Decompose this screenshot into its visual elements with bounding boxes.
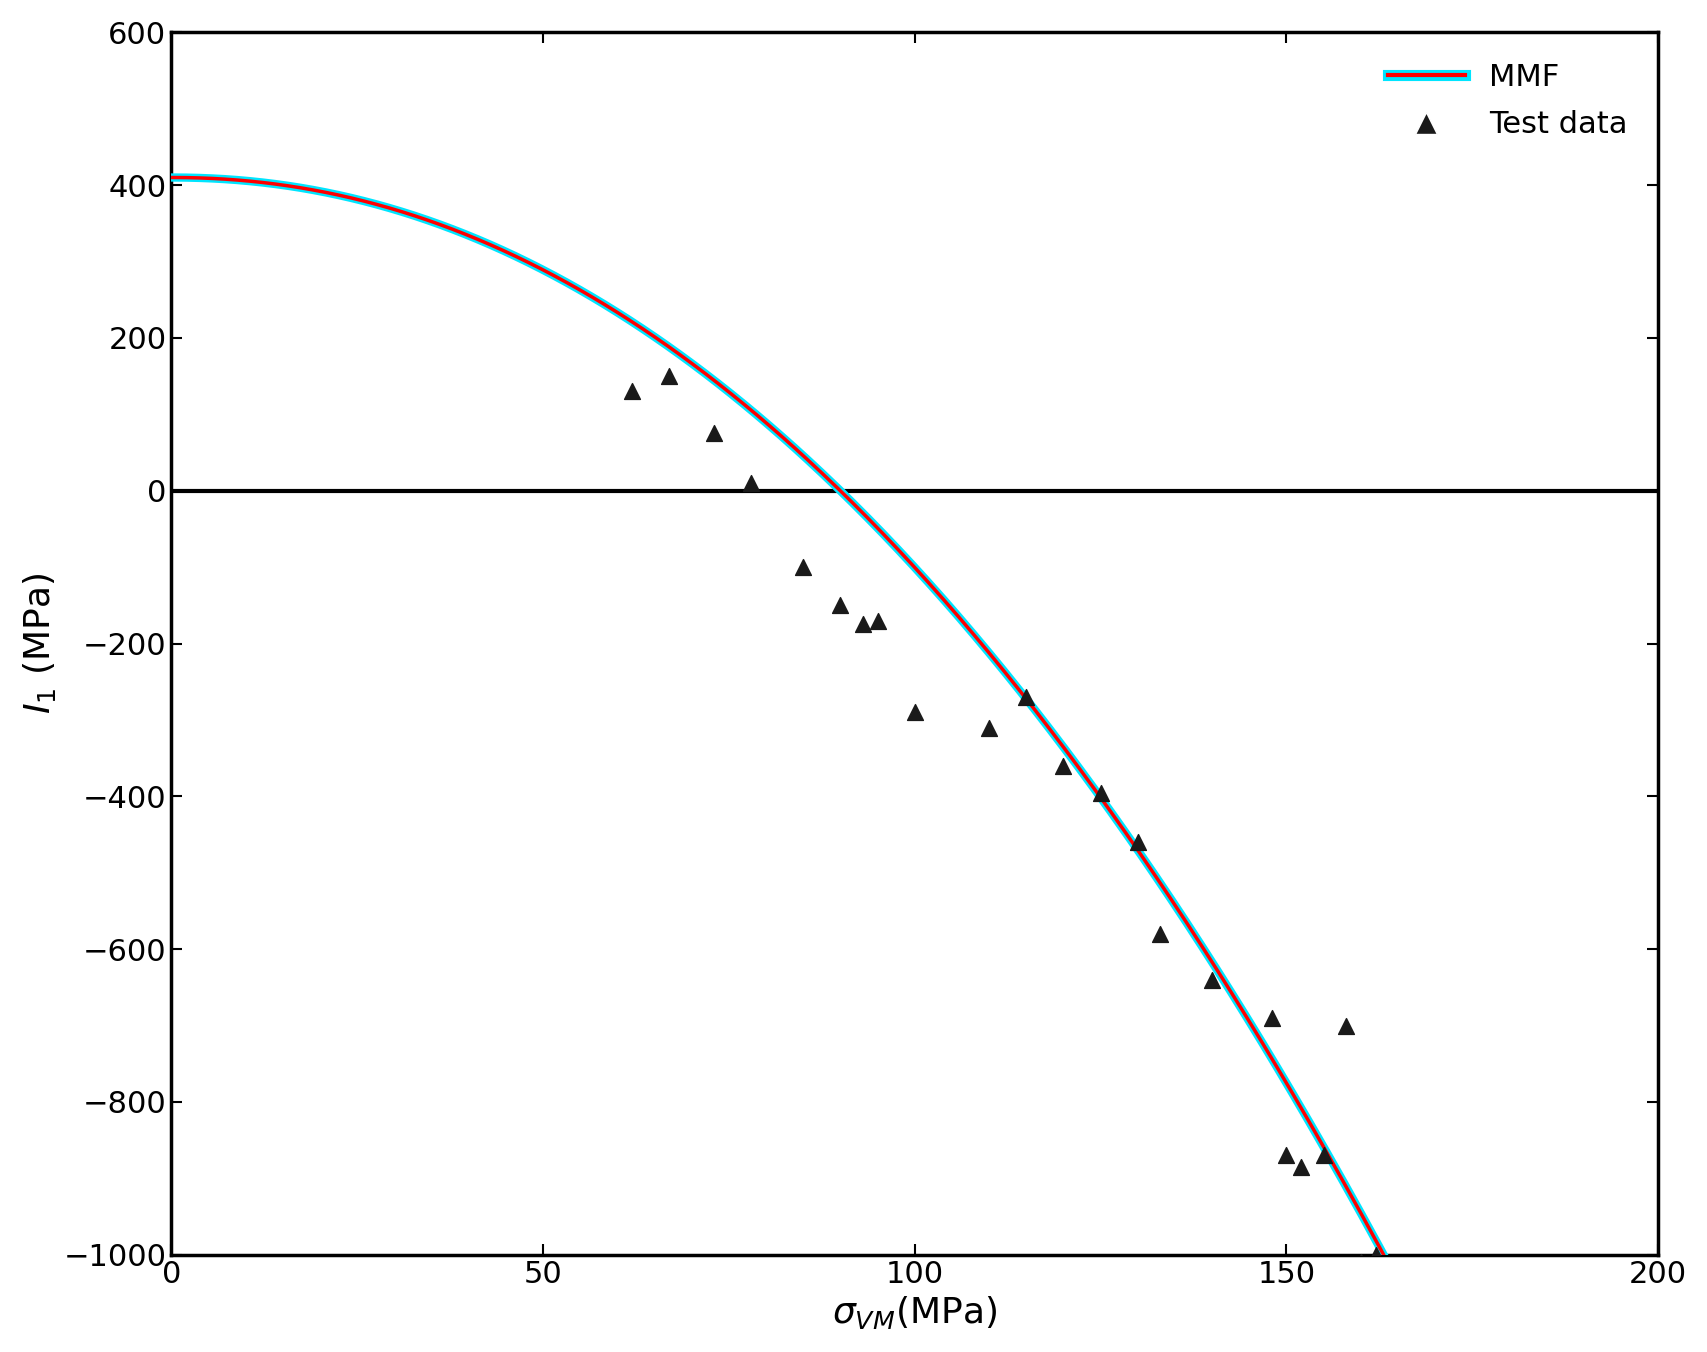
Point xyxy=(901,702,929,723)
Point xyxy=(1309,1145,1337,1167)
Point xyxy=(1272,1145,1299,1167)
Point xyxy=(1331,1015,1359,1037)
Point xyxy=(1145,923,1173,945)
Point xyxy=(975,717,1002,738)
Point xyxy=(618,381,645,403)
Point xyxy=(826,595,854,617)
Point xyxy=(737,472,765,493)
Point xyxy=(1198,969,1226,991)
Y-axis label: $I_1$ (MPa): $I_1$ (MPa) xyxy=(20,573,58,714)
Point xyxy=(1123,831,1151,853)
Point xyxy=(1287,1156,1314,1178)
Point xyxy=(1086,781,1113,803)
Point xyxy=(655,365,683,387)
Point xyxy=(848,614,876,635)
Point xyxy=(1050,754,1077,776)
Point xyxy=(789,556,816,577)
Point xyxy=(1360,1244,1388,1265)
Point xyxy=(1347,1252,1374,1274)
Point xyxy=(864,610,891,631)
Point xyxy=(700,423,727,445)
X-axis label: $\sigma_{VM}$(MPa): $\sigma_{VM}$(MPa) xyxy=(831,1294,997,1332)
Legend: MMF, Test data: MMF, Test data xyxy=(1372,47,1642,154)
Point xyxy=(1012,687,1040,708)
Point xyxy=(1256,1007,1284,1029)
